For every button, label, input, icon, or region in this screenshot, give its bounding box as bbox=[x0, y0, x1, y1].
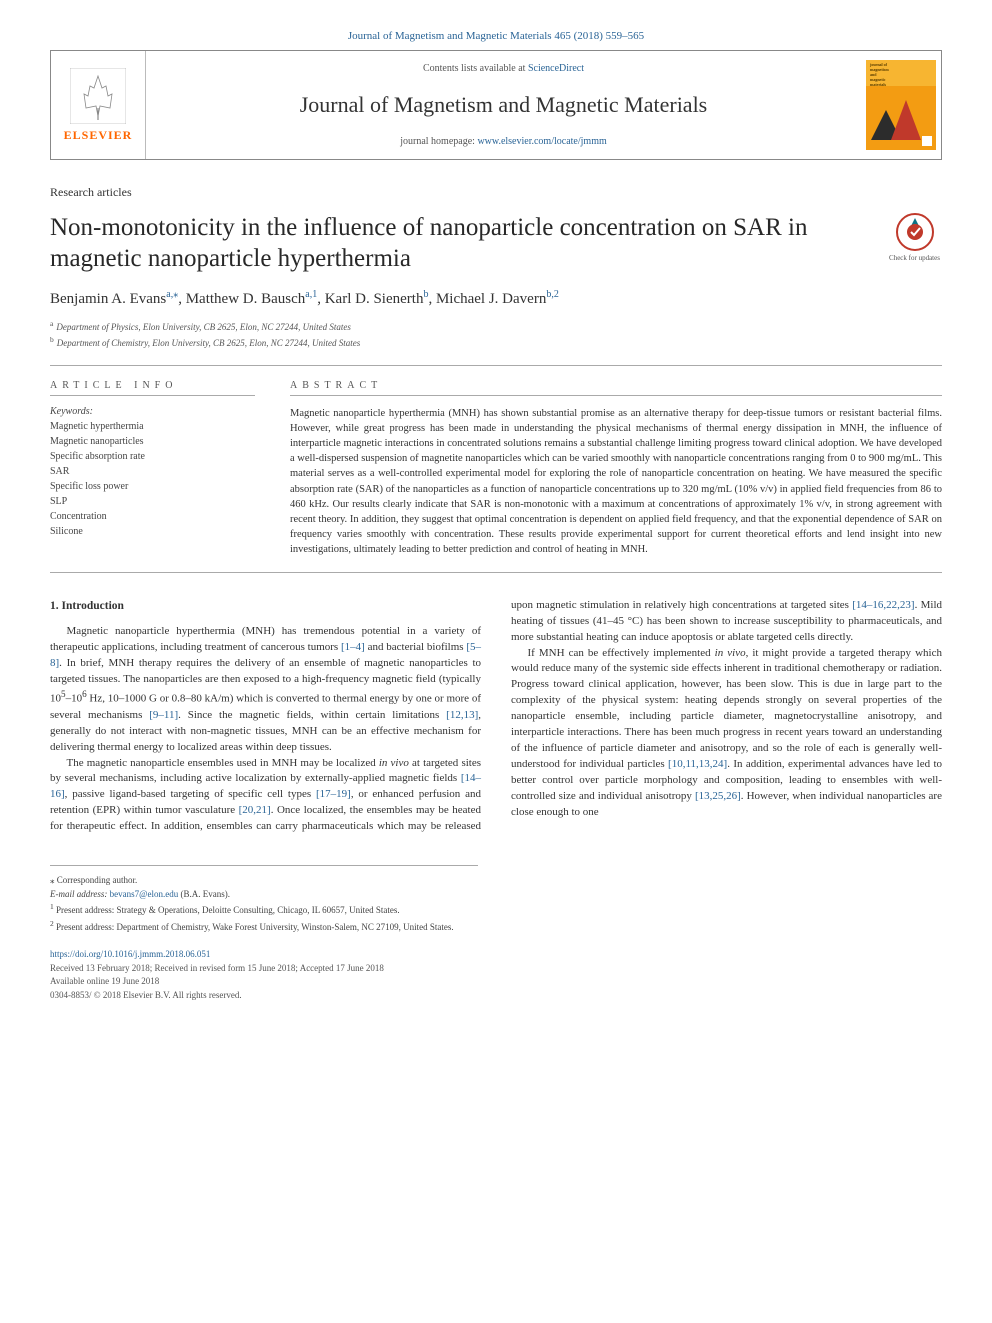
footnotes-block: ⁎ Corresponding author. E-mail address: … bbox=[50, 865, 478, 934]
body-text-columns: 1. Introduction Magnetic nanoparticle hy… bbox=[50, 598, 942, 836]
keyword-item: Magnetic nanoparticles bbox=[50, 434, 255, 449]
keyword-item: Silicone bbox=[50, 524, 255, 539]
abstract-divider bbox=[290, 395, 942, 396]
citation-link[interactable]: [14–16] bbox=[50, 772, 481, 800]
citation-link[interactable]: [1–4] bbox=[341, 641, 365, 653]
journal-cover-thumbnail: journal of magnetism and magnetic materi… bbox=[861, 51, 941, 159]
citation-link[interactable]: [10,11,13,24] bbox=[668, 758, 727, 770]
citation-link[interactable]: [9–11] bbox=[149, 709, 178, 721]
citation-link[interactable]: [20,21] bbox=[239, 804, 271, 816]
keywords-label: Keywords: bbox=[50, 406, 255, 417]
keyword-item: Specific loss power bbox=[50, 479, 255, 494]
abstract-text: Magnetic nanoparticle hyperthermia (MNH)… bbox=[290, 406, 942, 558]
footer-available: Available online 19 June 2018 bbox=[50, 976, 159, 986]
abstract-header: ABSTRACT bbox=[290, 380, 942, 391]
footnote-corresponding: ⁎ Corresponding author. bbox=[50, 874, 478, 888]
journal-homepage-line: journal homepage: www.elsevier.com/locat… bbox=[154, 136, 853, 147]
svg-text:materials: materials bbox=[870, 82, 886, 87]
journal-homepage-link[interactable]: www.elsevier.com/locate/jmmm bbox=[477, 136, 606, 147]
section-heading-intro: 1. Introduction bbox=[50, 598, 481, 615]
elsevier-tree-icon bbox=[70, 68, 126, 124]
divider-top bbox=[50, 365, 942, 366]
footnote-email: E-mail address: bevans7@elon.edu (B.A. E… bbox=[50, 888, 478, 902]
article-type: Research articles bbox=[50, 185, 942, 200]
authors-list: Benjamin A. Evansa,⁎, Matthew D. Bauscha… bbox=[50, 289, 942, 308]
footnote-1: 1 Present address: Strategy & Operations… bbox=[50, 901, 478, 918]
updates-icon bbox=[895, 212, 935, 252]
divider-bottom bbox=[50, 572, 942, 573]
journal-citation-top: Journal of Magnetism and Magnetic Materi… bbox=[50, 30, 942, 42]
article-info-column: ARTICLE INFO Keywords: Magnetic hyperthe… bbox=[50, 380, 255, 558]
check-updates-badge[interactable]: Check for updates bbox=[887, 212, 942, 262]
citation-link[interactable]: [5–8] bbox=[50, 641, 481, 669]
keyword-item: SAR bbox=[50, 464, 255, 479]
contents-available-line: Contents lists available at ScienceDirec… bbox=[154, 63, 853, 74]
citation-link[interactable]: [13,25,26] bbox=[695, 790, 741, 802]
article-title: Non-monotonicity in the influence of nan… bbox=[50, 212, 867, 275]
citation-link[interactable]: [12,13] bbox=[446, 709, 478, 721]
citation-link[interactable]: [14–16,22,23] bbox=[852, 599, 914, 611]
body-paragraph: Magnetic nanoparticle hyperthermia (MNH)… bbox=[50, 624, 481, 755]
email-link[interactable]: bevans7@elon.edu bbox=[110, 889, 179, 899]
footnote-2: 2 Present address: Department of Chemist… bbox=[50, 918, 478, 935]
citation-link[interactable]: [17–19] bbox=[316, 788, 351, 800]
sciencedirect-link[interactable]: ScienceDirect bbox=[528, 63, 584, 74]
keyword-item: Magnetic hyperthermia bbox=[50, 419, 255, 434]
footer-received: Received 13 February 2018; Received in r… bbox=[50, 963, 384, 973]
header-center: Contents lists available at ScienceDirec… bbox=[146, 51, 861, 159]
footer-copyright: 0304-8853/ © 2018 Elsevier B.V. All righ… bbox=[50, 990, 242, 1000]
updates-badge-label: Check for updates bbox=[887, 254, 942, 262]
body-paragraph: If MNH can be effectively implemented in… bbox=[511, 646, 942, 821]
abstract-column: ABSTRACT Magnetic nanoparticle hyperther… bbox=[290, 380, 942, 558]
affiliations-block: aDepartment of Physics, Elon University,… bbox=[50, 318, 942, 351]
info-divider bbox=[50, 395, 255, 396]
keyword-item: SLP bbox=[50, 494, 255, 509]
keyword-item: Specific absorption rate bbox=[50, 449, 255, 464]
keyword-item: Concentration bbox=[50, 509, 255, 524]
elsevier-logo[interactable]: ELSEVIER bbox=[51, 51, 146, 159]
journal-name: Journal of Magnetism and Magnetic Materi… bbox=[154, 92, 853, 118]
journal-citation-link[interactable]: Journal of Magnetism and Magnetic Materi… bbox=[348, 30, 644, 42]
keywords-list: Magnetic hyperthermiaMagnetic nanopartic… bbox=[50, 419, 255, 539]
footer-block: https://doi.org/10.1016/j.jmmm.2018.06.0… bbox=[50, 948, 942, 1002]
journal-header-box: ELSEVIER Contents lists available at Sci… bbox=[50, 50, 942, 160]
elsevier-brand-text: ELSEVIER bbox=[64, 128, 133, 143]
article-info-header: ARTICLE INFO bbox=[50, 380, 255, 391]
doi-link[interactable]: https://doi.org/10.1016/j.jmmm.2018.06.0… bbox=[50, 949, 210, 959]
